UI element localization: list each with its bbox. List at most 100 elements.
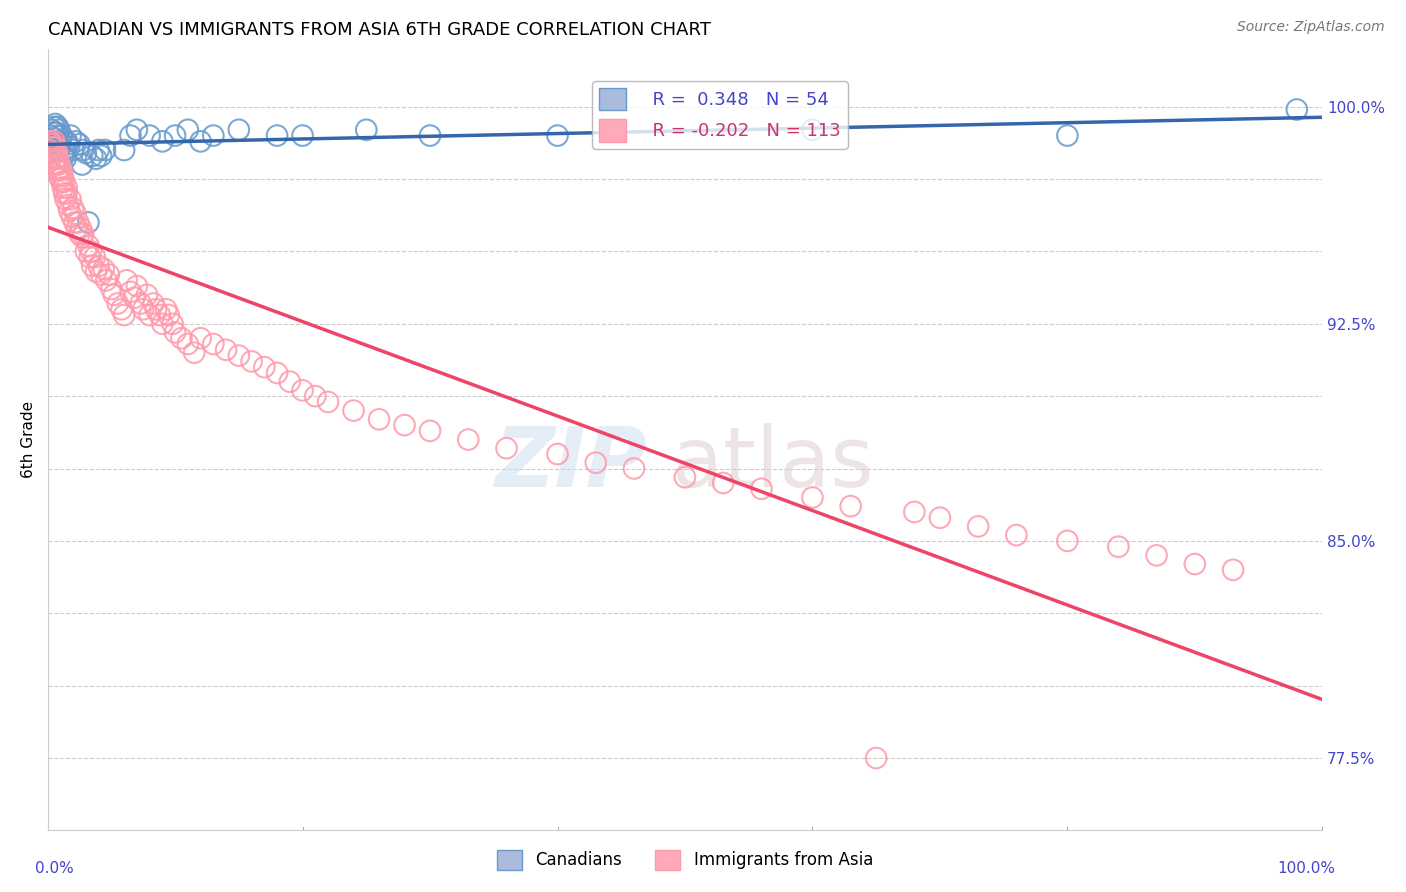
Point — [278, 375, 301, 389]
Point — [711, 475, 734, 490]
Point — [1146, 549, 1168, 563]
Point — [49, 134, 72, 148]
Point — [42, 145, 65, 160]
Text: 0.0%: 0.0% — [35, 862, 73, 876]
Point — [46, 120, 69, 134]
Point — [67, 215, 90, 229]
Point — [228, 122, 250, 136]
Point — [100, 282, 122, 296]
Point — [69, 227, 91, 241]
Point — [51, 163, 73, 178]
Legend: Canadians, Immigrants from Asia: Canadians, Immigrants from Asia — [491, 843, 880, 877]
Point — [138, 308, 160, 322]
Point — [202, 337, 225, 351]
Point — [63, 215, 86, 229]
Point — [87, 259, 110, 273]
Point — [48, 122, 70, 136]
Text: ZIP: ZIP — [494, 423, 647, 503]
Text: Source: ZipAtlas.com: Source: ZipAtlas.com — [1237, 20, 1385, 34]
Point — [457, 433, 479, 447]
Point — [41, 140, 63, 154]
Point — [82, 259, 104, 273]
Point — [48, 157, 70, 171]
Point — [60, 210, 83, 224]
Point — [142, 296, 165, 310]
Point — [157, 308, 180, 322]
Point — [75, 244, 97, 259]
Point — [62, 201, 84, 215]
Point — [155, 302, 177, 317]
Point — [53, 186, 76, 201]
Point — [149, 308, 172, 322]
Point — [69, 137, 91, 152]
Point — [103, 287, 125, 301]
Point — [1056, 533, 1078, 548]
Point — [1184, 557, 1206, 571]
Point — [45, 157, 67, 171]
Y-axis label: 6th Grade: 6th Grade — [21, 401, 35, 478]
Point — [77, 238, 100, 252]
Point — [1056, 128, 1078, 143]
Point — [94, 143, 117, 157]
Point — [120, 128, 142, 143]
Point — [75, 145, 97, 160]
Point — [49, 172, 72, 186]
Point — [65, 134, 87, 148]
Point — [79, 250, 101, 264]
Point — [49, 161, 72, 175]
Point — [419, 128, 441, 143]
Point — [59, 192, 82, 206]
Point — [42, 126, 65, 140]
Point — [304, 389, 326, 403]
Point — [90, 268, 112, 282]
Point — [55, 192, 77, 206]
Point — [56, 198, 79, 212]
Point — [190, 331, 212, 345]
Point — [1107, 540, 1129, 554]
Point — [150, 134, 173, 148]
Point — [115, 273, 138, 287]
Text: CANADIAN VS IMMIGRANTS FROM ASIA 6TH GRADE CORRELATION CHART: CANADIAN VS IMMIGRANTS FROM ASIA 6TH GRA… — [48, 21, 710, 39]
Point — [45, 134, 67, 148]
Point — [170, 331, 193, 345]
Point — [52, 169, 75, 183]
Point — [145, 302, 167, 317]
Point — [136, 287, 159, 301]
Point — [120, 285, 142, 299]
Point — [69, 221, 91, 235]
Point — [46, 128, 69, 143]
Point — [72, 227, 94, 241]
Point — [291, 128, 314, 143]
Point — [58, 140, 80, 154]
Point — [39, 128, 62, 143]
Point — [44, 117, 66, 131]
Point — [39, 134, 62, 148]
Point — [80, 244, 103, 259]
Point — [93, 261, 115, 276]
Point — [55, 152, 77, 166]
Point — [903, 505, 925, 519]
Point — [623, 461, 645, 475]
Point — [165, 128, 187, 143]
Point — [42, 137, 65, 152]
Point — [49, 140, 72, 154]
Point — [673, 470, 696, 484]
Point — [865, 751, 887, 765]
Point — [138, 128, 160, 143]
Point — [291, 384, 314, 398]
Point — [110, 302, 132, 317]
Point — [801, 491, 824, 505]
Point — [87, 143, 110, 157]
Point — [132, 302, 155, 317]
Point — [42, 137, 65, 152]
Point — [84, 265, 107, 279]
Point — [107, 296, 129, 310]
Point — [65, 207, 87, 221]
Text: atlas: atlas — [672, 423, 875, 503]
Point — [59, 128, 82, 143]
Point — [183, 345, 205, 359]
Point — [66, 221, 89, 235]
Point — [41, 145, 63, 160]
Point — [46, 163, 69, 178]
Point — [368, 412, 391, 426]
